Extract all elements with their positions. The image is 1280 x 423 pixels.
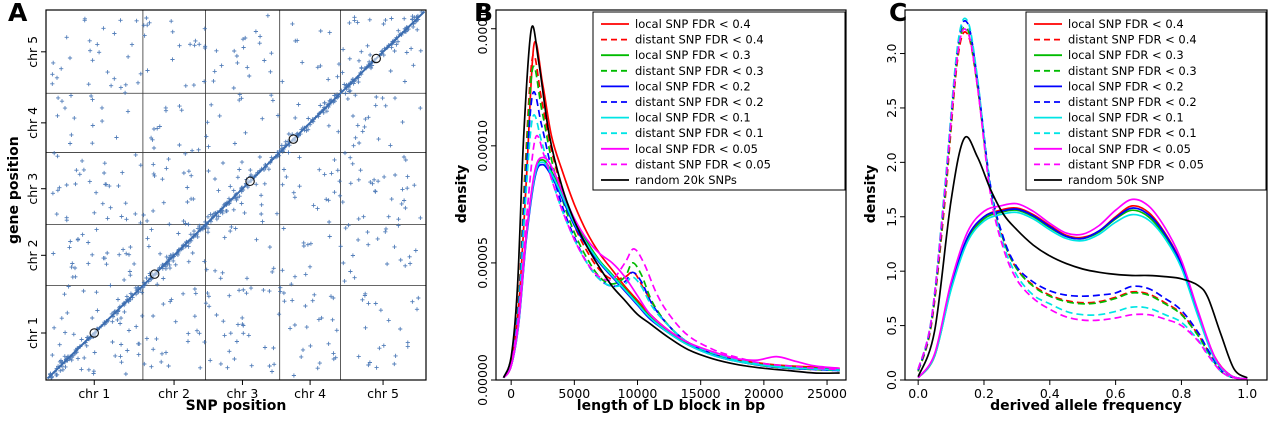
y-tick-label: 0.00015 [475,3,490,55]
x-tick-label: 0.0 [908,386,928,401]
y-tick-label: 0.5 [884,316,899,336]
diagonal-line [46,10,426,380]
x-tick-label: 1.0 [1237,386,1257,401]
panel-b: 0 5000 10000 15000 20000 25000 0.00000 0.00005 0… [430,0,855,423]
panel-a-letter: A [8,0,28,27]
panel-b-xlabel: length of LD block in bp [576,398,766,414]
x-tick-label: 0.2 [974,386,994,401]
legend-label: distant SNP FDR < 0.05 [1068,157,1204,171]
x-tick-label: chr 4 [294,386,326,401]
y-tick-label: 2.5 [884,98,899,118]
x-tick-label: 0 [507,386,515,401]
panel-c-ylabel: density [863,164,879,224]
x-tick-label: 15000 [681,386,721,401]
legend-box [1025,11,1267,191]
legend-label: local SNP FDR < 0.2 [1068,79,1184,93]
legend-label: distant SNP FDR < 0.3 [635,64,764,78]
legend-box [592,11,846,191]
curve-group [917,17,1248,380]
centromere-circle [149,269,160,279]
y-tick-label: 0.0 [884,370,899,390]
y-tick-label: chr 2 [25,239,40,271]
x-tick-label: 10000 [618,386,658,401]
y-tick-label: 0.00010 [475,120,490,172]
x-tick-label: chr 1 [78,386,110,401]
legend-label: random 50k SNP [1068,173,1164,187]
panel-b-ylabel: density [454,164,470,224]
centromere-circle [89,328,100,338]
legend-label: local SNP FDR < 0.05 [1068,142,1191,156]
legend-label: local SNP FDR < 0.2 [635,79,751,93]
plot-box [904,9,1268,381]
legend-label: local SNP FDR < 0.3 [635,48,751,62]
legend-label: local SNP FDR < 0.3 [1068,48,1184,62]
y-tick-label: chr 3 [25,173,40,205]
series-line [502,163,840,379]
series-line [917,19,1248,380]
scatter-plot-svg: chr 1 chr 1 chr 2 chr 2 chr 3 chr 3 chr 4 chr 4… [25,9,427,401]
x-tick-label: 0.6 [1106,386,1126,401]
legend-label: distant SNP FDR < 0.3 [1068,64,1197,78]
series-line [917,211,1248,380]
legend-label: local SNP FDR < 0.1 [635,111,751,125]
x-tick-label: chr 5 [367,386,399,401]
panel-a: chr 1 chr 1 chr 2 chr 2 chr 3 chr 3 chr 4 chr 4… [0,0,430,423]
y-tick-label: 2.0 [884,152,899,172]
density-plot-b-svg: 0 5000 10000 15000 20000 25000 0.00000 0.00005 0… [475,3,847,406]
plot-box [495,9,847,381]
curve-group [502,25,840,379]
plot-box [45,9,427,381]
legend-label: distant SNP FDR < 0.2 [1068,95,1197,109]
series-line [502,65,840,379]
x-tick-label: 5000 [558,386,590,401]
y-tick-label: chr 1 [25,317,40,349]
series-line [917,198,1248,380]
y-tick-label: 1.0 [884,261,899,281]
density-plot-c-svg: 0.0 0.2 0.4 0.6 0.8 1.0 0.0 0.5 1.0 1.5 2.0 2.5 3.0 l… [884,9,1268,401]
series-line [502,156,840,379]
legend-label: local SNP FDR < 0.4 [1068,17,1184,31]
legend-label: distant SNP FDR < 0.2 [635,95,764,109]
legend-label: distant SNP FDR < 0.4 [1068,33,1197,47]
legend-label: distant SNP FDR < 0.05 [635,157,771,171]
legend-label: distant SNP FDR < 0.1 [1068,126,1197,140]
y-tick-label: 0.00005 [475,237,490,289]
series-line [917,28,1248,380]
series-line [502,25,840,379]
panel-a-xlabel: SNP position [185,398,287,414]
series-line [502,161,840,379]
series-line [917,135,1248,379]
panel-a-ylabel: gene position [6,136,22,244]
x-tick-label: chr 3 [227,386,259,401]
legend-label: distant SNP FDR < 0.1 [635,126,764,140]
centromere-circle [288,134,299,144]
x-tick-label: 20000 [744,386,784,401]
legend-label: local SNP FDR < 0.4 [635,17,751,31]
legend-label: local SNP FDR < 0.1 [1068,111,1184,125]
x-tick-label: chr 2 [158,386,190,401]
y-tick-label: chr 4 [25,107,40,139]
y-tick-label: 3.0 [884,44,899,64]
panel-c-xlabel: derived allele frequency [990,398,1182,414]
x-tick-label: 0.4 [1040,386,1060,401]
centromere-circle [245,176,255,187]
series-line [502,159,840,379]
series-line [502,40,840,379]
y-tick-label: 1.5 [884,207,899,227]
panel-c: 0.0 0.2 0.4 0.6 0.8 1.0 0.0 0.5 1.0 1.5 2.0 2.5 3.0 l… [855,0,1280,423]
x-tick-label: 0.8 [1171,386,1191,401]
legend-label: distant SNP FDR < 0.4 [635,33,764,47]
legend-label: random 20k SNPs [635,173,737,187]
panel-b-letter: B [474,0,494,27]
series-line [502,134,840,379]
x-tick-label: 25000 [807,386,847,401]
legend-label: local SNP FDR < 0.05 [635,142,758,156]
y-tick-label: chr 5 [25,36,40,68]
centromere-circle [371,53,381,64]
y-tick-label: 0.00000 [475,354,490,406]
panel-c-letter: C [889,0,908,27]
